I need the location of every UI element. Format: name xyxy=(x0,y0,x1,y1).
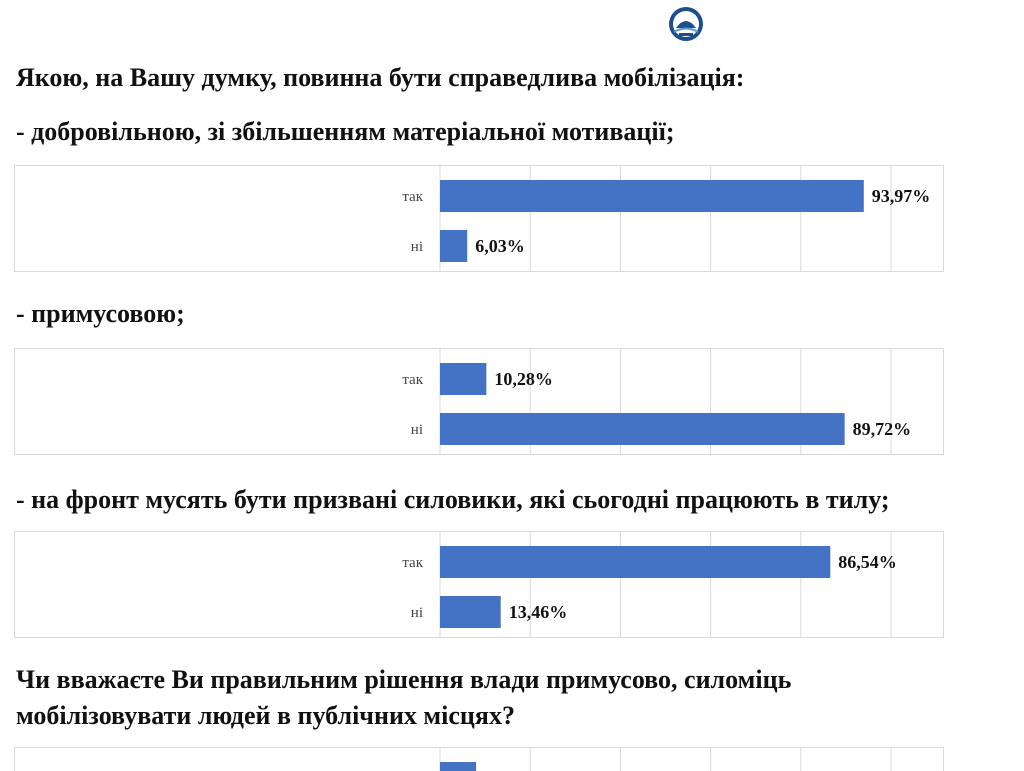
heading-line: - добровільною, зі збільшенням матеріаль… xyxy=(16,117,675,146)
heading-line: - на фронт мусять бути призвані силовики… xyxy=(16,485,890,514)
heading-line: - примусовою; xyxy=(16,299,185,328)
bar xyxy=(440,546,831,578)
bar xyxy=(440,762,477,771)
question-forced-mobilization: Чи вважаєте Ви правильним рішення влади … xyxy=(16,662,791,734)
chart-svg: так 10,28% ні 89,72% xyxy=(402,349,912,454)
value-label: 13,46% xyxy=(509,602,568,622)
bar xyxy=(440,413,845,445)
chart-svg: так 86,54% ні 13,46% xyxy=(402,532,897,637)
chart-forced-mobilization xyxy=(14,747,944,771)
category-label: так xyxy=(402,189,423,205)
emblem-logo-icon xyxy=(669,7,703,41)
value-label: 89,72% xyxy=(853,419,912,439)
chart-voluntary: так 93,97% ні 6,03% xyxy=(14,165,944,272)
chart-svg: так 93,97% ні 6,03% xyxy=(402,166,931,271)
category-label: ні xyxy=(411,422,423,438)
bar xyxy=(440,363,487,395)
heading-line: Якою, на Вашу думку, повинна бути справе… xyxy=(16,63,745,92)
category-label: так xyxy=(402,555,423,571)
chart-compulsory: так 10,28% ні 89,72% xyxy=(14,348,944,455)
heading-line: Чи вважаєте Ви правильним рішення влади … xyxy=(16,665,792,694)
option-voluntary-heading: - добровільною, зі збільшенням матеріаль… xyxy=(16,114,675,150)
question-mobilization-fairness: Якою, на Вашу думку, повинна бути справе… xyxy=(16,60,744,96)
value-label: 86,54% xyxy=(838,552,897,572)
option-compulsory-heading: - примусовою; xyxy=(16,296,185,332)
heading-line: мобілізовувати людей в публічних місцях? xyxy=(16,701,515,730)
chart-security-forces: так 86,54% ні 13,46% xyxy=(14,531,944,638)
value-label: 93,97% xyxy=(872,186,931,206)
category-label: ні xyxy=(411,605,423,621)
bar xyxy=(440,230,468,262)
value-label: 10,28% xyxy=(494,369,553,389)
value-label: 6,03% xyxy=(475,236,525,256)
bar xyxy=(440,596,501,628)
option-security-forces-heading: - на фронт мусять бути призвані силовики… xyxy=(16,482,890,518)
bar xyxy=(440,180,864,212)
category-label: ні xyxy=(411,239,423,255)
category-label: так xyxy=(402,372,423,388)
chart-svg xyxy=(439,748,892,771)
